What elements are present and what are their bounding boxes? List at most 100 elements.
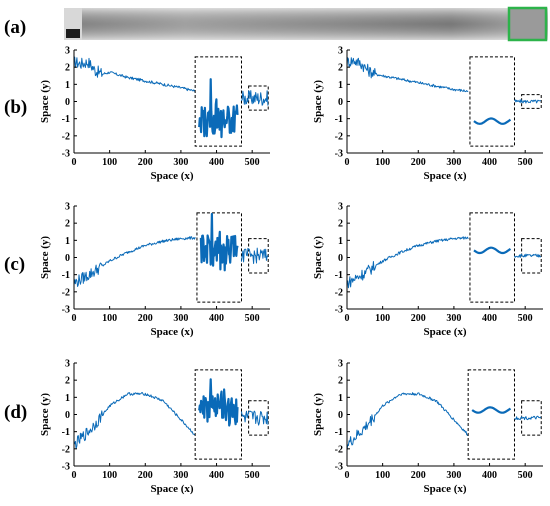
- y-tick-label: 3: [65, 46, 70, 57]
- series-line: [73, 236, 196, 287]
- inset-box-tail: [521, 94, 542, 109]
- series-line: [346, 236, 469, 289]
- y-tick-label: -2: [335, 287, 343, 298]
- x-tick-label: 300: [446, 313, 461, 324]
- y-tick-label: -1: [62, 427, 70, 438]
- x-tick-label: 200: [138, 313, 153, 324]
- x-tick-label: 300: [173, 470, 188, 481]
- y-tick-label: -3: [335, 149, 343, 160]
- x-tick-label: 100: [375, 157, 390, 168]
- x-tick-label: 400: [209, 470, 224, 481]
- x-tick-label: 500: [245, 313, 260, 324]
- y-tick-label: 2: [65, 219, 70, 230]
- x-tick-label: 500: [245, 157, 260, 168]
- inset-box-tail: [248, 400, 269, 436]
- series-line: [73, 56, 196, 93]
- y-tick-label: 2: [65, 376, 70, 387]
- panel-label-d: (d): [4, 402, 27, 423]
- y-axis-label: Space (y): [312, 80, 324, 123]
- strip-image: [64, 6, 548, 42]
- y-tick-label: 0: [65, 410, 70, 421]
- x-tick-label: 300: [446, 157, 461, 168]
- series-tail-line: [241, 247, 269, 264]
- x-axis-label: Space (x): [423, 326, 466, 338]
- x-axis-label: Space (x): [423, 170, 466, 182]
- y-tick-label: 3: [338, 46, 343, 57]
- series-tail-line: [514, 415, 542, 421]
- chart-d-left: -3 -2 -1 0 1 2 3 0 100 200 300 400 500 Space (x) Space…: [39, 359, 270, 495]
- x-axis-label: Space (x): [150, 170, 193, 182]
- y-tick-label: 1: [338, 236, 343, 247]
- chart-c-left: -3 -2 -1 0 1 2 3 0 100 200 300 400 500 Space (x) Space…: [39, 202, 270, 338]
- series-tail-line: [241, 90, 269, 106]
- chart-d-right: -3 -2 -1 0 1 2 3 0 100 200 300 400 500 Space (x) Space…: [312, 359, 543, 495]
- x-tick-label: 300: [446, 470, 461, 481]
- y-tick-label: -3: [335, 305, 343, 316]
- inset-series-line: [198, 78, 239, 139]
- y-tick-label: -3: [335, 462, 343, 473]
- x-tick-label: 200: [138, 470, 153, 481]
- y-tick-label: 3: [65, 359, 70, 370]
- y-tick-label: 0: [338, 410, 343, 421]
- x-tick-label: 200: [411, 470, 426, 481]
- x-tick-label: 0: [72, 157, 77, 168]
- x-tick-label: 100: [102, 470, 117, 481]
- x-tick-label: 400: [482, 470, 497, 481]
- y-tick-label: -1: [335, 427, 343, 438]
- y-tick-label: -3: [62, 305, 70, 316]
- y-tick-label: 1: [338, 393, 343, 404]
- panel-label-a: (a): [4, 17, 26, 38]
- y-tick-label: -1: [335, 114, 343, 125]
- chart-b-right: -3 -2 -1 0 1 2 3 0 100 200 300 400 500 Space (x) Space…: [312, 46, 543, 182]
- x-axis-label: Space (x): [150, 483, 193, 495]
- x-tick-label: 100: [375, 313, 390, 324]
- x-axis-label: Space (x): [423, 483, 466, 495]
- y-tick-label: -2: [335, 131, 343, 142]
- x-tick-label: 0: [72, 313, 77, 324]
- series-tail-line: [241, 410, 269, 426]
- strip-highlight-box: [507, 6, 548, 42]
- series-line: [73, 392, 196, 450]
- y-axis-label: Space (y): [39, 236, 51, 279]
- y-tick-label: -1: [62, 270, 70, 281]
- series-line: [346, 57, 469, 93]
- x-tick-label: 100: [375, 470, 390, 481]
- y-tick-label: 0: [65, 253, 70, 264]
- y-tick-label: -3: [62, 462, 70, 473]
- y-axis-label: Space (y): [312, 236, 324, 279]
- y-tick-label: -1: [335, 270, 343, 281]
- y-tick-label: -2: [62, 287, 70, 298]
- y-tick-label: -2: [335, 444, 343, 455]
- inset-box-main: [467, 369, 515, 460]
- x-tick-label: 200: [411, 313, 426, 324]
- y-tick-label: -3: [62, 149, 70, 160]
- x-tick-label: 300: [173, 313, 188, 324]
- inset-box-main: [469, 212, 515, 303]
- y-tick-label: 1: [65, 236, 70, 247]
- y-tick-label: -1: [62, 114, 70, 125]
- y-tick-label: 0: [338, 253, 343, 264]
- chart-c-right: -3 -2 -1 0 1 2 3 0 100 200 300 400 500 Space (x) Space…: [312, 202, 543, 338]
- y-tick-label: 3: [338, 359, 343, 370]
- x-tick-label: 500: [518, 313, 533, 324]
- series-line: [346, 392, 469, 451]
- inset-series-line: [199, 212, 239, 272]
- x-tick-label: 0: [72, 470, 77, 481]
- x-tick-label: 300: [173, 157, 188, 168]
- y-tick-label: 2: [338, 376, 343, 387]
- y-axis-label: Space (y): [39, 80, 51, 123]
- y-tick-label: -2: [62, 131, 70, 142]
- y-tick-label: 2: [338, 63, 343, 74]
- x-tick-label: 500: [518, 157, 533, 168]
- x-tick-label: 200: [411, 157, 426, 168]
- x-tick-label: 500: [245, 470, 260, 481]
- x-tick-label: 400: [482, 313, 497, 324]
- y-tick-label: -2: [62, 444, 70, 455]
- series-tail-line: [514, 99, 542, 104]
- x-tick-label: 200: [138, 157, 153, 168]
- y-tick-label: 2: [338, 219, 343, 230]
- y-tick-label: 1: [65, 80, 70, 91]
- x-tick-label: 400: [209, 157, 224, 168]
